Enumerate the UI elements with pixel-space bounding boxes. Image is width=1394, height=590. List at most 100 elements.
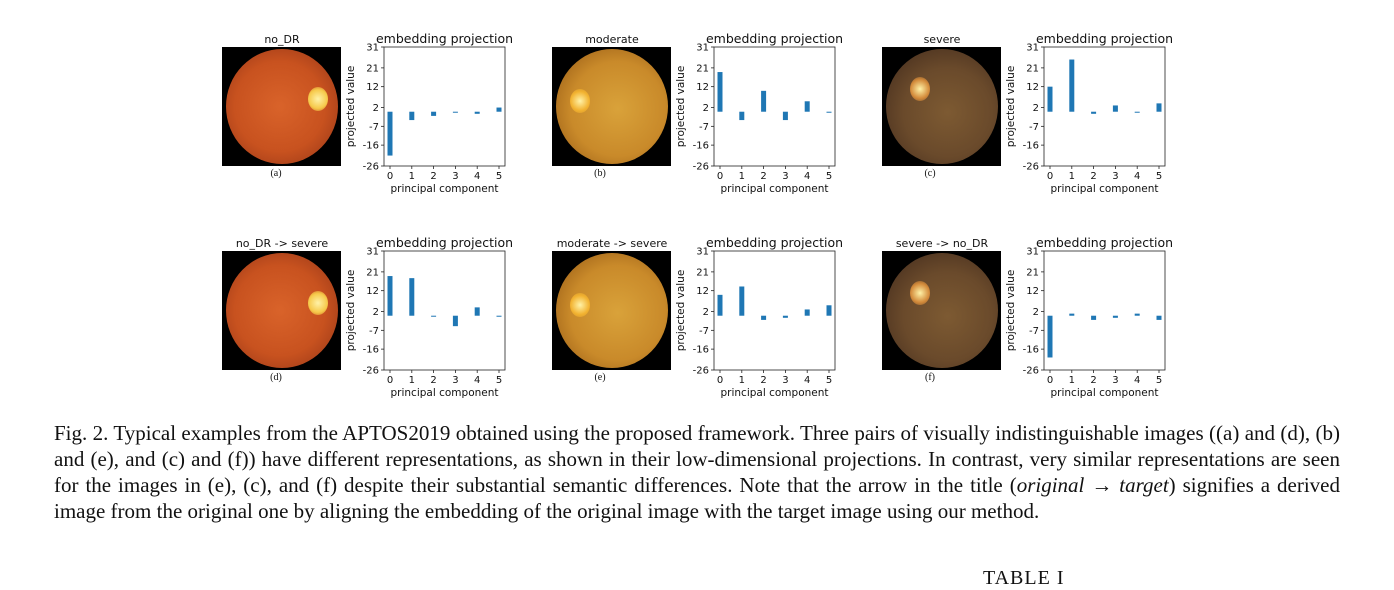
- bar: [409, 278, 415, 316]
- bar: [761, 315, 767, 320]
- fundus-image: [552, 251, 671, 370]
- y-tick-label: 21: [1026, 267, 1039, 278]
- caption-text-1: Fig. 2. Typical examples from the APTOS2…: [54, 421, 1340, 497]
- y-tick-label: 21: [696, 267, 709, 278]
- y-tick-label: -26: [1023, 162, 1039, 173]
- x-tick-label: 5: [826, 171, 832, 182]
- bar: [717, 72, 723, 112]
- x-tick-label: 3: [782, 375, 788, 386]
- y-tick-label: 31: [366, 43, 379, 54]
- y-tick-label: 12: [366, 286, 379, 297]
- fundus-image: [882, 47, 1001, 166]
- image-title: severe -> no_DR: [895, 237, 989, 250]
- x-axis-label: principal component: [1051, 183, 1159, 195]
- x-tick-label: 3: [1112, 171, 1118, 182]
- optic-disc: [308, 87, 328, 111]
- bar: [804, 101, 810, 112]
- bar: [1156, 315, 1162, 320]
- x-tick-label: 0: [387, 171, 393, 182]
- subfigure-label: (a): [270, 168, 282, 179]
- y-tick-label: -7: [369, 326, 379, 337]
- x-tick-label: 2: [760, 171, 766, 182]
- x-tick-label: 4: [804, 375, 810, 386]
- subfigure-label: (e): [594, 372, 606, 383]
- x-tick-label: 2: [760, 375, 766, 386]
- x-axis-label: principal component: [721, 183, 829, 195]
- chart-title: embedding projection: [1036, 31, 1173, 46]
- x-tick-label: 3: [452, 171, 458, 182]
- bar: [1069, 59, 1075, 112]
- bar: [474, 111, 480, 114]
- y-tick-label: -7: [699, 326, 709, 337]
- bar: [1112, 105, 1118, 112]
- x-axis-label: principal component: [391, 387, 499, 399]
- bar: [1091, 111, 1097, 114]
- optic-disc: [910, 77, 930, 101]
- x-tick-label: 3: [452, 375, 458, 386]
- y-axis-label: projected value: [675, 66, 687, 148]
- plot-frame: [713, 46, 836, 167]
- y-tick-label: 2: [373, 307, 379, 318]
- bar: [1134, 313, 1140, 316]
- bar: [387, 111, 393, 156]
- x-tick-label: 2: [1090, 375, 1096, 386]
- x-tick-label: 5: [826, 375, 832, 386]
- y-tick-label: 31: [366, 247, 379, 258]
- plot-frame: [383, 46, 506, 167]
- y-tick-label: 31: [696, 43, 709, 54]
- y-tick-label: 2: [703, 103, 709, 114]
- y-axis-label: projected value: [1005, 66, 1017, 148]
- fundus-image: [222, 251, 341, 370]
- x-tick-label: 0: [387, 375, 393, 386]
- y-tick-label: 31: [696, 247, 709, 258]
- fundus-image: [552, 47, 671, 166]
- x-tick-label: 5: [1156, 171, 1162, 182]
- x-axis-label: principal component: [1051, 387, 1159, 399]
- bar: [496, 107, 502, 112]
- y-tick-label: 21: [366, 267, 379, 278]
- subfigure-label: (b): [594, 168, 606, 179]
- y-tick-label: 31: [1026, 247, 1039, 258]
- bar: [804, 309, 810, 316]
- retina: [886, 49, 998, 164]
- retina: [556, 253, 668, 368]
- y-tick-label: -26: [363, 366, 379, 377]
- optic-disc: [570, 293, 590, 317]
- x-tick-label: 0: [1047, 375, 1053, 386]
- plot-frame: [1043, 250, 1166, 371]
- figure-caption: Fig. 2. Typical examples from the APTOS2…: [54, 420, 1340, 524]
- x-tick-label: 4: [1134, 375, 1140, 386]
- subfigure-label: (c): [924, 168, 936, 179]
- bar: [739, 286, 745, 316]
- y-tick-label: 12: [1026, 286, 1039, 297]
- x-tick-label: 5: [1156, 375, 1162, 386]
- retina: [556, 49, 668, 164]
- bar: [1156, 103, 1162, 112]
- y-tick-label: 2: [373, 103, 379, 114]
- y-tick-label: 21: [1026, 63, 1039, 74]
- y-tick-label: -16: [693, 345, 709, 356]
- chart-title: embedding projection: [376, 235, 513, 250]
- y-tick-label: 2: [703, 307, 709, 318]
- retina: [886, 253, 998, 368]
- y-tick-label: -26: [693, 162, 709, 173]
- x-tick-label: 1: [1069, 375, 1075, 386]
- bar: [1047, 86, 1053, 112]
- x-tick-label: 4: [474, 171, 480, 182]
- y-tick-label: -16: [693, 141, 709, 152]
- y-tick-label: 12: [366, 82, 379, 93]
- bar: [826, 305, 832, 316]
- y-axis-label: projected value: [675, 270, 687, 352]
- x-tick-label: 1: [1069, 171, 1075, 182]
- x-tick-label: 1: [409, 171, 415, 182]
- x-tick-label: 2: [430, 375, 436, 386]
- bar: [826, 111, 832, 113]
- x-tick-label: 2: [430, 171, 436, 182]
- bar: [782, 111, 788, 121]
- chart-title: embedding projection: [1036, 235, 1173, 250]
- chart-title: embedding projection: [376, 31, 513, 46]
